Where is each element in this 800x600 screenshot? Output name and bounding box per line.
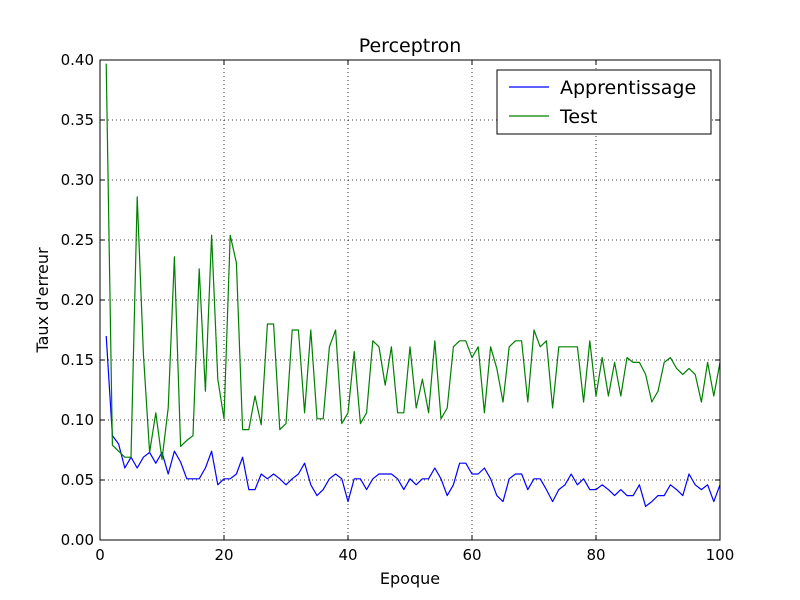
y-tick-label: 0.20	[61, 291, 94, 309]
x-tick-label: 20	[214, 546, 233, 564]
axis-ticks: 0 20 40 60 80 100 0.00 0.05 0.10 0.15 0.20 0.25 0.30…	[61, 51, 735, 564]
y-tick-label: 0.25	[61, 231, 94, 249]
y-tick-label: 0.35	[61, 111, 94, 129]
legend-label: Apprentissage	[560, 77, 696, 99]
series-line-test	[105, 63, 721, 461]
y-tick-label: 0.00	[61, 531, 94, 549]
legend-box	[496, 69, 712, 135]
series-line-apprentissage	[105, 335, 721, 507]
x-axis-label: Epoque	[380, 569, 440, 588]
x-tick-label: 80	[586, 546, 605, 564]
legend: Apprentissage Test	[496, 69, 712, 135]
y-tick-label: 0.15	[61, 351, 94, 369]
x-tick-label: 0	[95, 546, 105, 564]
legend-label: Test	[559, 106, 597, 128]
y-axis-label: Taux d'erreur	[33, 247, 52, 354]
x-tick-label: 60	[462, 546, 481, 564]
chart-title: Perceptron	[359, 35, 462, 57]
y-tick-label: 0.05	[61, 471, 94, 489]
y-tick-label: 0.30	[61, 171, 94, 189]
y-tick-label: 0.10	[61, 411, 94, 429]
x-tick-label: 100	[706, 546, 735, 564]
x-tick-label: 40	[338, 546, 357, 564]
y-tick-label: 0.40	[61, 51, 94, 69]
series-lines	[105, 63, 721, 507]
